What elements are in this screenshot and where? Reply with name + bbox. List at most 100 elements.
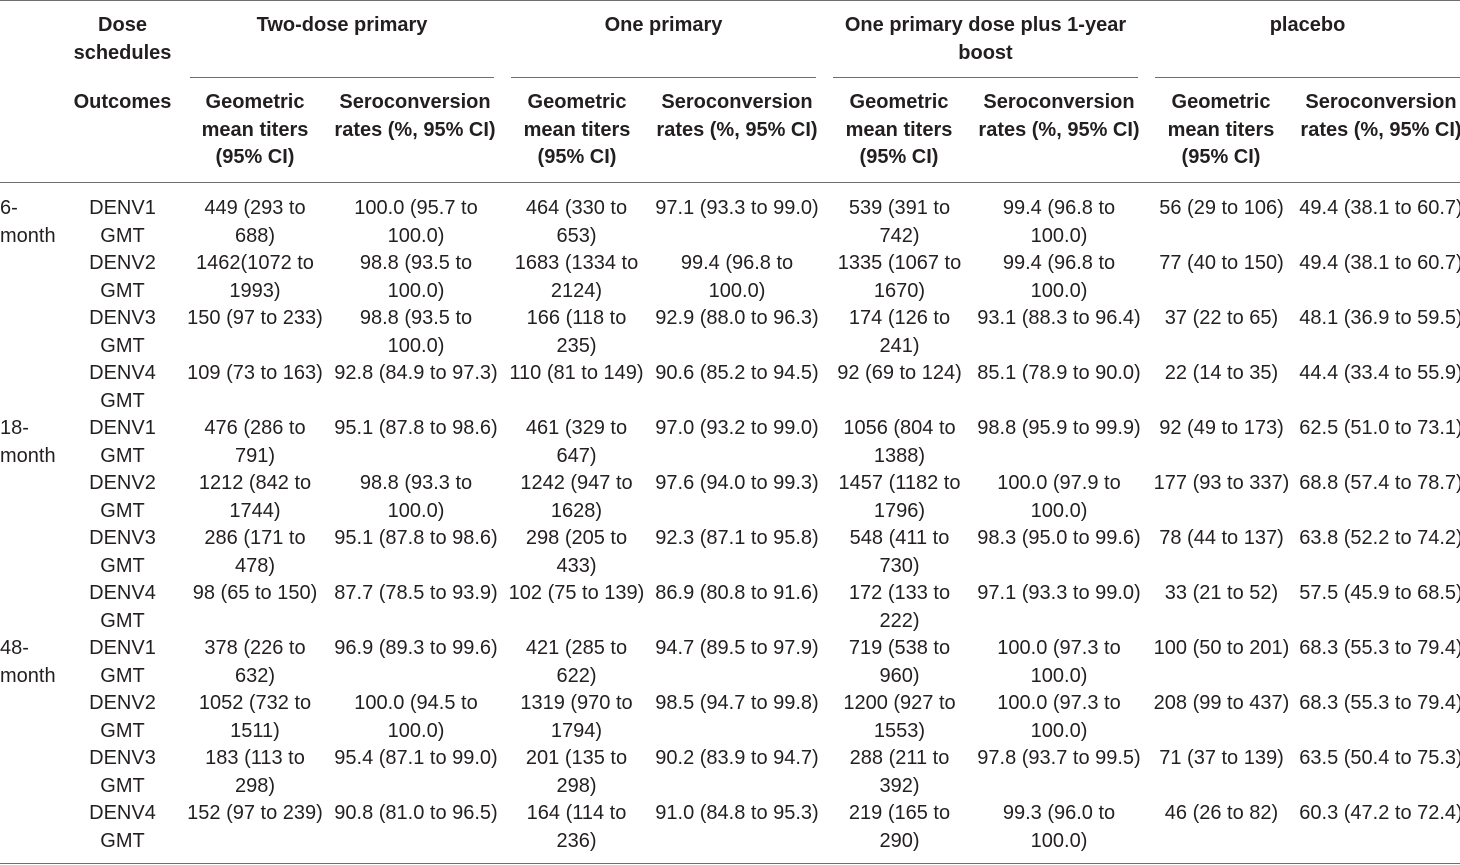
table-cell: 77 (40 to 150) [1159,252,1284,274]
table-cell: 44.4 (33.4 to 55.9) [1299,362,1460,384]
table-cell: 63.5 (50.4 to 75.3) [1299,747,1460,769]
table-cell: 95.1 (87.8 to 98.6) [334,527,498,549]
table-cell: 298 (205 to 433) [525,527,628,577]
section-label: 48-month [0,637,56,687]
outcome-label: DENV1 GMT [89,197,156,247]
table-cell: 68.3 (55.3 to 79.4) [1299,692,1460,714]
table-cell: 177 (93 to 337) [1153,472,1290,494]
table-cell: 63.8 (52.2 to 74.2) [1299,527,1460,549]
table-cell: 464 (330 to 653) [525,197,628,247]
outcome-label: DENV2 GMT [89,692,156,742]
table-cell: 85.1 (78.9 to 90.0) [977,362,1141,384]
group-rule-placebo [1155,77,1460,78]
table-cell: 183 (113 to 298) [205,747,305,797]
table-cell: 476 (286 to 791) [204,417,306,467]
table-cell: 68.3 (55.3 to 79.4) [1299,637,1460,659]
table-cell: 22 (14 to 35) [1164,362,1279,384]
table-cell: 172 (133 to 222) [848,582,951,632]
table-cell: 110 (81 to 149) [509,362,644,384]
outcome-label: DENV4 GMT [89,582,156,632]
table-cell: 1242 (947 to 1628) [520,472,633,522]
table-cell: 1457 (1182 to 1796) [838,472,961,522]
table-cell: 98.8 (93.5 to 100.0) [359,252,473,302]
table-cell: 1335 (1067 to 1670) [837,252,962,302]
table-cell: 1462(1072 to 1993) [196,252,314,302]
table-cell: 94.7 (89.5 to 97.9) [655,637,819,659]
table-cell: 1200 (927 to 1553) [843,692,956,742]
table-cell: 166 (118 to 235) [526,307,627,357]
table-cell: 201 (135 to 298) [525,747,628,797]
table-cell: 164 (114 to 236) [526,802,627,852]
table-cell: 97.8 (93.7 to 99.5) [977,747,1141,769]
table-cell: 97.6 (94.0 to 99.3) [655,472,819,494]
group-rule-boost [833,77,1138,78]
table-cell: 97.0 (93.2 to 99.0) [655,417,819,439]
table-cell: 90.8 (81.0 to 96.5) [334,802,498,824]
table-cell: 1052 (732 to 1511) [198,692,312,742]
table-cell: 97.1 (93.3 to 99.0) [655,197,819,219]
outcome-label: DENV1 GMT [89,637,156,687]
subheader-gmt-two-dose: Geometric mean titers (95% CI) [201,91,309,168]
table-cell: 49.4 (38.1 to 60.7) [1299,197,1460,219]
table-cell: 68.8 (57.4 to 78.7) [1299,472,1460,494]
table-cell: 48.1 (36.9 to 59.5) [1299,307,1460,329]
table-cell: 98.5 (94.7 to 99.8) [655,692,819,714]
outcome-label: DENV3 GMT [89,527,156,577]
subheader-sc-one-primary: Seroconversion rates (%, 95% CI) [656,91,818,141]
group-header-boost: One primary dose plus 1-year boost [844,14,1127,64]
outcome-label: DENV4 GMT [89,362,156,412]
table-cell: 62.5 (51.0 to 73.1) [1299,417,1460,439]
table-cell: 92.3 (87.1 to 95.8) [655,527,819,549]
table-cell: 71 (37 to 139) [1159,747,1284,769]
table-cell: 719 (538 to 960) [848,637,951,687]
table-cell: 99.3 (96.0 to 100.0) [1002,802,1116,852]
table-cell: 378 (226 to 632) [204,637,306,687]
table-cell: 98 (65 to 150) [192,582,318,604]
table-cell: 98.8 (95.9 to 99.9) [977,417,1141,439]
subheader-sc-placebo: Seroconversion rates (%, 95% CI) [1300,91,1460,141]
table-cell: 87.7 (78.5 to 93.9) [334,582,498,604]
table-cell: 97.1 (93.3 to 99.0) [977,582,1141,604]
subheader-sc-two-dose: Seroconversion rates (%, 95% CI) [334,91,496,141]
table-cell: 421 (285 to 622) [525,637,628,687]
table-cell: 95.4 (87.1 to 99.0) [334,747,498,769]
table-cell: 100 (50 to 201) [1153,637,1290,659]
outcome-label: DENV2 GMT [89,472,156,522]
table-cell: 98.3 (95.0 to 99.6) [977,527,1141,549]
table-cell: 92.8 (84.9 to 97.3) [334,362,498,384]
group-rule-one-primary [511,77,816,78]
table-cell: 1056 (804 to 1388) [843,417,956,467]
table-cell: 90.6 (85.2 to 94.5) [655,362,819,384]
table-cell: 91.0 (84.8 to 95.3) [655,802,819,824]
outcome-label: DENV1 GMT [89,417,156,467]
outcomes-header: Outcomes [73,91,172,113]
table-cell: 152 (97 to 239) [187,802,323,824]
table-cell: 100.0 (95.7 to 100.0) [354,197,478,247]
table-cell: 93.1 (88.3 to 96.4) [977,307,1141,329]
table-cell: 99.4 (96.8 to 100.0) [1002,197,1116,247]
table-cell: 174 (126 to 241) [848,307,951,357]
table-cell: 98.8 (93.3 to 100.0) [359,472,473,522]
table-cell: 539 (391 to 742) [848,197,951,247]
table-cell: 92 (69 to 124) [837,362,962,384]
subheader-gmt-one-primary: Geometric mean titers (95% CI) [523,91,631,168]
table-cell: 49.4 (38.1 to 60.7) [1299,252,1460,274]
subheader-gmt-placebo: Geometric mean titers (95% CI) [1167,91,1275,168]
outcome-label: DENV3 GMT [89,747,156,797]
table-cell: 99.4 (96.8 to 100.0) [1002,252,1116,302]
bottom-rule [0,863,1460,864]
table-cell: 86.9 (80.8 to 91.6) [655,582,819,604]
subheader-sc-boost: Seroconversion rates (%, 95% CI) [978,91,1140,141]
table-cell: 98.8 (93.5 to 100.0) [359,307,473,357]
table-cell: 60.3 (47.2 to 72.4) [1299,802,1460,824]
table-cell: 1683 (1334 to 2124) [514,252,639,302]
table-cell: 96.9 (89.3 to 99.6) [334,637,498,659]
table-cell: 208 (99 to 437) [1153,692,1290,714]
outcome-label: DENV3 GMT [89,307,156,357]
table-cell: 219 (165 to 290) [848,802,951,852]
table-cell: 33 (21 to 52) [1164,582,1279,604]
group-header-one-primary: One primary [604,14,723,36]
table-cell: 449 (293 to 688) [204,197,306,247]
subheader-gmt-boost: Geometric mean titers (95% CI) [845,91,953,168]
outcome-label: DENV2 GMT [89,252,156,302]
